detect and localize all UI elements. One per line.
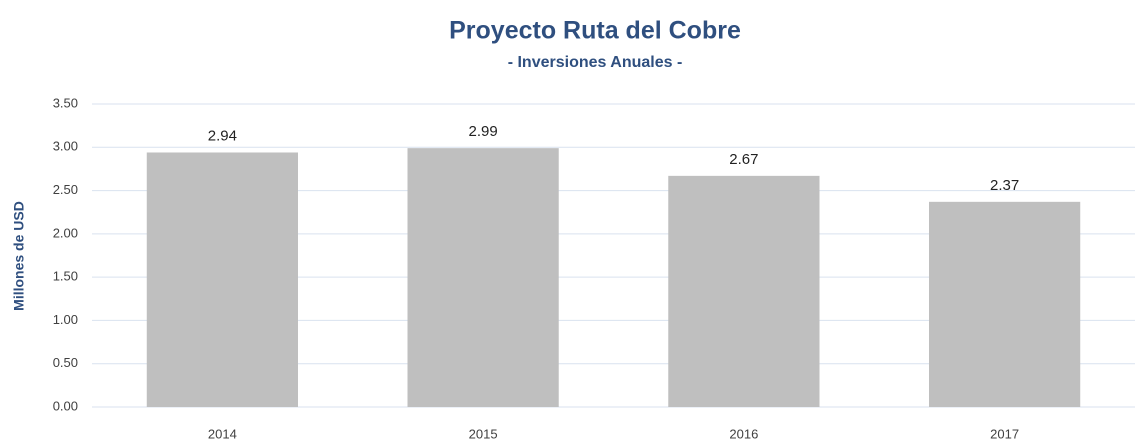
y-tick-label: 3.00 (53, 139, 78, 154)
data-label: 2.37 (990, 177, 1019, 194)
data-label: 2.94 (208, 127, 237, 144)
data-label: 2.99 (469, 123, 498, 140)
bar (929, 201, 1081, 407)
y-tick-label: 1.00 (53, 312, 78, 327)
x-tick-label: 2015 (469, 426, 498, 441)
y-tick-label: 2.50 (53, 182, 78, 197)
y-tick-label: 0.50 (53, 355, 78, 370)
x-tick-label: 2014 (208, 426, 237, 441)
bar (407, 148, 559, 407)
y-tick-label: 1.50 (53, 269, 78, 284)
y-tick-label: 3.50 (53, 95, 78, 110)
y-tick-label: 2.00 (53, 225, 78, 240)
bar (146, 152, 298, 407)
y-tick-label: 0.00 (53, 398, 78, 413)
bar (668, 175, 820, 407)
x-tick-label: 2016 (729, 426, 758, 441)
chart-subtitle: - Inversiones Anuales - (508, 54, 683, 71)
data-label: 2.67 (729, 151, 758, 168)
chart-title: Proyecto Ruta del Cobre (449, 17, 741, 45)
y-axis-label: Millones de USD (11, 201, 27, 311)
x-tick-label: 2017 (990, 426, 1019, 441)
